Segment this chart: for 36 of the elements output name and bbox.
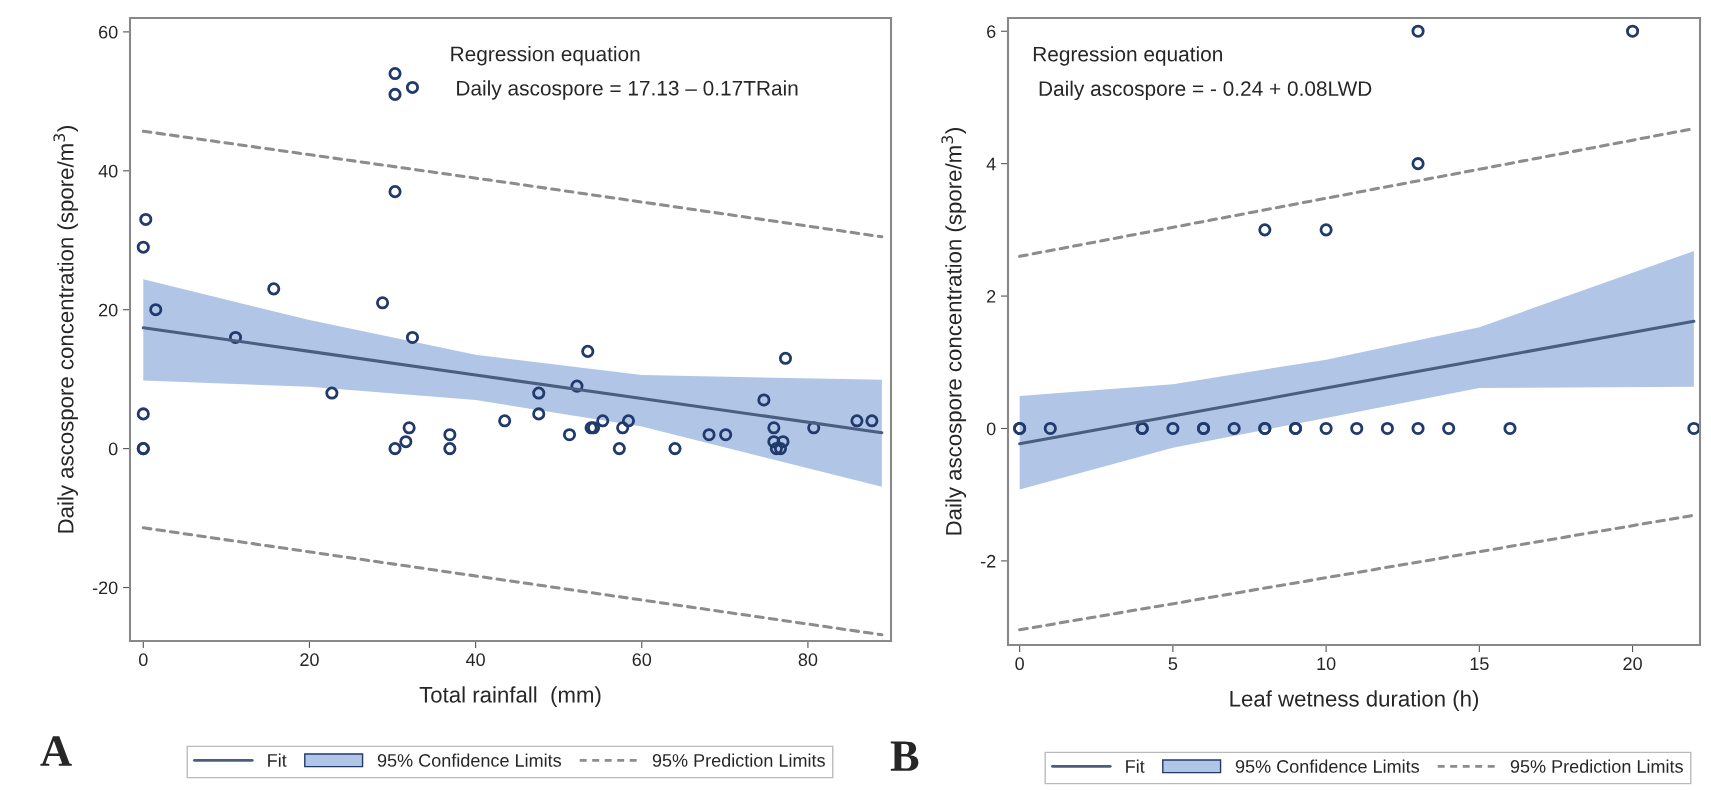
- annotation: Daily ascospore = - 0.24 + 0.08LWD: [1039, 80, 1372, 101]
- y-tick-label: 0: [108, 442, 118, 456]
- y-tick-label: 20: [99, 303, 118, 317]
- y-tick-label: 6: [987, 25, 996, 38]
- x-tick-label: 0: [1015, 657, 1024, 671]
- legend-label: Fit: [1126, 759, 1145, 773]
- x-tick-label: 20: [1623, 657, 1642, 671]
- text: 95% Confidence Limits: [1235, 759, 1420, 773]
- text: A: [40, 736, 72, 766]
- legend-label: Fit: [268, 753, 287, 767]
- y-tick-label: 40: [98, 164, 118, 178]
- x-tick-label: 5: [1168, 657, 1178, 671]
- x-tick-label: 20: [300, 653, 319, 667]
- x-axis-title: Leaf wetness duration (h): [1230, 690, 1479, 712]
- annotation: Regression equation: [451, 46, 640, 66]
- legend-label: 95% Prediction Limits: [652, 753, 825, 767]
- annotation: Daily ascospore = 17.13 – 0.17TRain: [457, 80, 798, 100]
- y-axis-title: Daily ascospore concentration (spore/m$^{3}$): [941, 128, 967, 535]
- x-tick-label: 80: [798, 653, 818, 667]
- y-tick-label: 4: [986, 157, 996, 171]
- x-tick-label: 10: [1317, 657, 1336, 671]
- legend-label: 95% Prediction Limits: [1510, 759, 1683, 773]
- x-tick-label: 15: [1470, 657, 1489, 671]
- y-tick-label: 60: [99, 25, 118, 39]
- text: 95% Confidence Limits: [377, 753, 562, 767]
- y-tick-label: 0: [986, 422, 996, 436]
- x-axis-title: Total rainfall (mm): [419, 686, 601, 708]
- x-tick-label: 60: [632, 653, 652, 667]
- y-tick-label: -20: [92, 581, 118, 595]
- y-axis-title: Daily ascospore concentration (spore/m$^{3}$): [53, 126, 78, 533]
- y-tick-label: 2: [987, 290, 996, 303]
- y-tick-label: -2: [980, 554, 996, 568]
- x-tick-label: 0: [138, 653, 148, 667]
- x-tick-label: 40: [465, 653, 485, 667]
- annotation: Regression equation: [1033, 46, 1222, 66]
- text: B: [890, 741, 919, 771]
